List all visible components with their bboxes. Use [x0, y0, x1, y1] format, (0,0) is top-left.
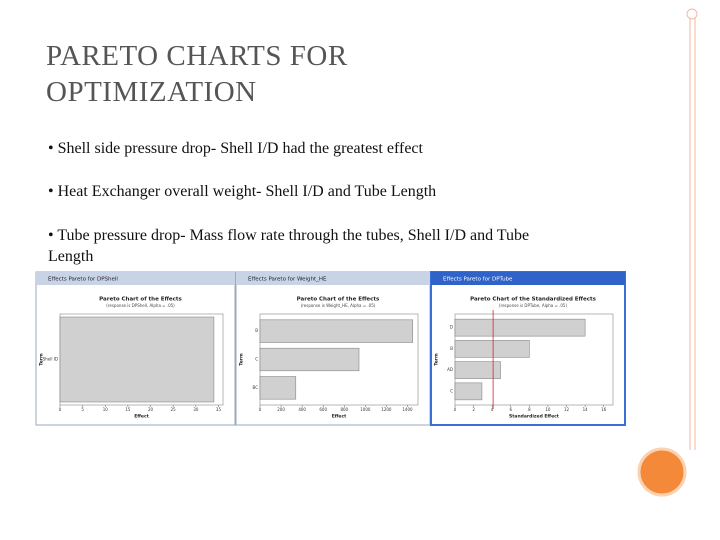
x-axis-label: Effect: [134, 414, 149, 420]
bar: [59, 316, 215, 403]
bullet: • Shell side pressure drop- Shell I/D ha…: [48, 140, 423, 157]
x-tick-label: 6: [509, 407, 512, 412]
y-tick-label: B: [255, 328, 258, 333]
bar: [454, 382, 483, 401]
title-bar: [431, 272, 625, 285]
x-tick-label: 400: [298, 407, 306, 412]
bar: [259, 376, 297, 400]
x-tick-label: 8: [528, 407, 531, 412]
x-axis-label: Standardized Effect: [509, 414, 560, 420]
bar: [454, 361, 501, 379]
y-tick-label: BC: [253, 385, 259, 390]
window-title: Effects Pareto for Weight_HE: [248, 277, 327, 283]
y-axis-label: Term: [39, 353, 45, 366]
x-tick-label: 200: [277, 407, 285, 412]
bar: [259, 347, 360, 372]
title-bar: [236, 272, 430, 285]
x-tick-label: 2: [472, 407, 475, 412]
x-tick-label: 25: [171, 407, 177, 412]
x-tick-label: 16: [601, 407, 607, 412]
bar: [454, 318, 586, 337]
circle-ornament: [637, 447, 687, 497]
x-tick-label: 15: [125, 407, 131, 412]
bar: [454, 340, 530, 358]
chart-subtitle: (response is DPShell, Alpha = .05): [106, 303, 175, 308]
x-tick-label: 0: [259, 407, 262, 412]
y-tick-label: AD: [447, 367, 453, 372]
x-tick-label: 0: [454, 407, 457, 412]
dot: [686, 8, 698, 20]
x-tick-label: 4: [491, 407, 494, 412]
x-axis-label: Effect: [332, 414, 347, 420]
x-tick-label: 30: [193, 407, 199, 412]
y-tick-label: B: [450, 346, 453, 351]
y-tick-label: Shell ID: [43, 357, 58, 362]
chart-title: Pareto Chart of the Effects: [297, 297, 380, 303]
y-tick-label: D: [450, 325, 453, 330]
x-tick-label: 5: [81, 407, 84, 412]
x-tick-label: 20: [148, 407, 154, 412]
bar: [259, 319, 413, 343]
y-axis-label: Term: [239, 353, 245, 366]
chart-subtitle: (response is Weight_HE, Alpha = .05): [301, 303, 376, 308]
title-bar: [36, 272, 235, 285]
y-axis-label: Term: [434, 353, 440, 366]
x-tick-label: 800: [340, 407, 348, 412]
x-tick-label: 600: [319, 407, 327, 412]
window-title: Effects Pareto for DPTube: [443, 277, 513, 283]
x-tick-label: 1400: [402, 407, 413, 412]
x-tick-label: 10: [103, 407, 109, 412]
window-title: Effects Pareto for DPShell: [48, 277, 118, 283]
y-tick-label: C: [450, 388, 453, 393]
x-tick-label: 0: [59, 407, 62, 412]
bullet: • Tube pressure drop- Mass flow rate thr…: [48, 227, 530, 265]
x-tick-label: 12: [564, 407, 570, 412]
y-tick-label: C: [255, 357, 258, 362]
bullet: • Heat Exchanger overall weight- Shell I…: [48, 183, 437, 200]
x-tick-label: 35: [216, 407, 222, 412]
chart-subtitle: (response is DPTube, Alpha = .05): [499, 303, 568, 308]
chart-title: Pareto Chart of the Standardized Effects: [470, 297, 597, 303]
x-tick-label: 10: [545, 407, 551, 412]
chart-title: Pareto Chart of the Effects: [99, 297, 182, 303]
x-tick-label: 1000: [360, 407, 371, 412]
x-tick-label: 14: [583, 407, 589, 412]
x-tick-label: 1200: [381, 407, 392, 412]
slide-title: PARETO CHARTS FOR OPTIMIZATION: [46, 40, 348, 108]
